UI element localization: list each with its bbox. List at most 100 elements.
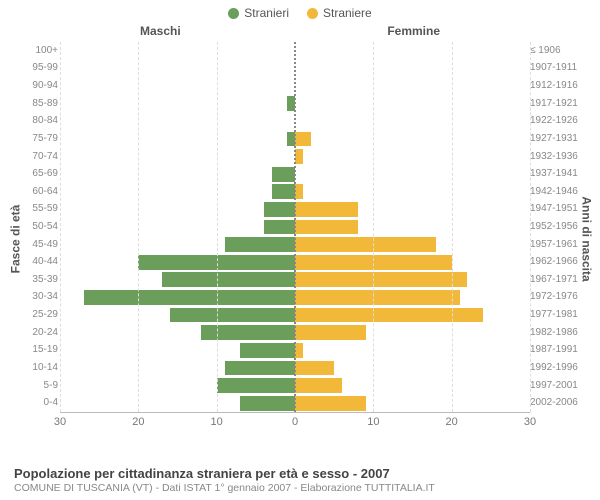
legend-label-male: Stranieri [244,6,289,20]
y-label-birth: 1907-1911 [530,63,580,73]
x-axis: 3020100102030 [60,412,530,436]
y-axis-left-labels: 100+ 95-99 90-94 85-89 80-84 75-79 70-74 65-69 6… [22,42,58,436]
bar-male [170,308,295,323]
bar-female [295,184,303,199]
y-label-age: 15-19 [22,345,58,355]
y-label-age: 10-14 [22,363,58,373]
x-tick-label: 20 [446,416,458,428]
y-label-birth: 1982-1986 [530,328,580,338]
y-label-age: 35-39 [22,275,58,285]
bar-female [295,272,467,287]
y-label-birth: 1997-2001 [530,381,580,391]
bar-female [295,202,358,217]
legend-item-female: Straniere [307,6,372,20]
y-label-age: 5-9 [22,381,58,391]
y-label-birth: 1922-1926 [530,116,580,126]
bar-female [295,237,436,252]
y-label-age: 65-69 [22,169,58,179]
bar-female [295,149,303,164]
x-tick-label: 20 [132,416,144,428]
bar-female [295,378,342,393]
gridline [217,42,218,412]
y-label-age: 25-29 [22,310,58,320]
chart-title: Popolazione per cittadinanza straniera p… [14,466,590,481]
y-label-age: 40-44 [22,257,58,267]
y-label-birth: 1987-1991 [530,345,580,355]
x-axis-line [60,412,530,413]
chart-footer: Popolazione per cittadinanza straniera p… [14,466,590,494]
y-label-age: 70-74 [22,152,58,162]
bar-male [201,325,295,340]
y-label-age: 60-64 [22,187,58,197]
bar-male [272,184,296,199]
bar-female [295,290,460,305]
gridline [452,42,453,412]
bar-female [295,132,311,147]
y-label-age: 95-99 [22,63,58,73]
x-tick-label: 0 [292,416,298,428]
chart-subtitle: COMUNE DI TUSCANIA (VT) - Dati ISTAT 1° … [14,482,590,494]
y-label-age: 85-89 [22,99,58,109]
bar-female [295,396,366,411]
y-label-birth: 2002-2006 [530,398,580,408]
y-label-age: 45-49 [22,240,58,250]
y-label-birth: 1977-1981 [530,310,580,320]
gridline [138,42,139,412]
y-label-age: 90-94 [22,81,58,91]
bar-male [225,361,296,376]
y-label-age: 80-84 [22,116,58,126]
population-pyramid-chart: Stranieri Straniere Maschi Femmine Fasce… [0,0,600,500]
bar-male [264,202,295,217]
y-label-birth: 1947-1951 [530,204,580,214]
y-label-age: 100+ [22,46,58,56]
y-label-birth: ≤ 1906 [530,46,580,56]
y-axis-right-title: Anni di nascita [580,42,594,436]
legend: Stranieri Straniere [0,0,600,22]
bar-female [295,308,483,323]
bar-male [84,290,296,305]
gridline [60,42,61,412]
y-label-birth: 1917-1921 [530,99,580,109]
x-tick-label: 30 [54,416,66,428]
gridline [530,42,531,412]
legend-swatch-male [228,8,239,19]
y-label-birth: 1972-1976 [530,292,580,302]
y-label-birth: 1932-1936 [530,152,580,162]
y-label-birth: 1957-1961 [530,240,580,250]
legend-swatch-female [307,8,318,19]
y-label-birth: 1952-1956 [530,222,580,232]
x-tick-label: 10 [367,416,379,428]
bar-male [264,220,295,235]
legend-label-female: Straniere [323,6,372,20]
y-label-age: 30-34 [22,292,58,302]
bar-female [295,361,334,376]
bar-female [295,343,303,358]
y-label-birth: 1912-1916 [530,81,580,91]
y-axis-right-labels: ≤ 1906 1907-1911 1912-1916 1917-1921 1922-19… [530,42,580,436]
y-label-age: 20-24 [22,328,58,338]
bar-male [162,272,295,287]
legend-item-male: Stranieri [228,6,289,20]
center-axis [294,42,296,412]
y-label-age: 50-54 [22,222,58,232]
y-label-birth: 1937-1941 [530,169,580,179]
y-label-age: 0-4 [22,398,58,408]
bar-female [295,325,366,340]
column-headers: Maschi Femmine [0,24,600,40]
y-label-birth: 1942-1946 [530,187,580,197]
y-label-age: 55-59 [22,204,58,214]
x-tick-label: 10 [211,416,223,428]
y-label-birth: 1962-1966 [530,257,580,267]
bar-male [272,167,296,182]
x-tick-label: 30 [524,416,536,428]
bar-male [225,237,296,252]
y-axis-left-title: Fasce di età [8,42,22,436]
column-header-male: Maschi [140,24,181,38]
bar-female [295,220,358,235]
y-label-birth: 1992-1996 [530,363,580,373]
column-header-female: Femmine [387,24,440,38]
y-label-birth: 1927-1931 [530,134,580,144]
bar-male [217,378,295,393]
plot-area: 3020100102030 [60,42,530,436]
y-label-age: 75-79 [22,134,58,144]
